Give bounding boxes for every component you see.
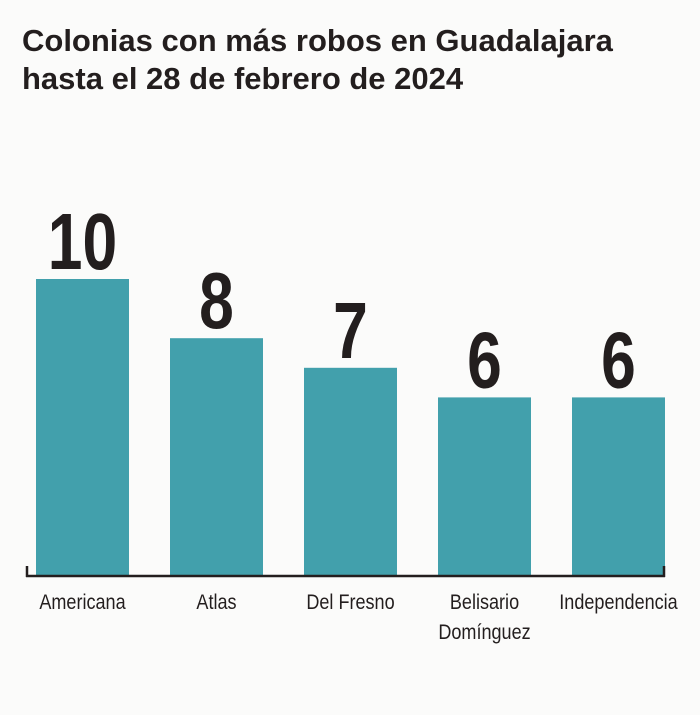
chart-title-line-2: hasta el 28 de febrero de 2024 [22,61,464,96]
bar-0 [36,279,129,575]
bar-4 [572,397,665,575]
bar-1 [170,338,263,575]
value-label-4: 6 [601,316,636,405]
value-label-2: 7 [333,286,368,375]
value-label-1: 8 [199,257,234,346]
value-label-0: 10 [48,198,117,287]
value-label-3: 6 [467,316,502,405]
category-label-2: Del Fresno [306,591,394,615]
category-label-4: Independencia [559,591,678,615]
bar-2 [304,367,397,575]
category-label-0: Americana [39,591,125,615]
bar-3 [438,397,531,575]
category-label-1: Atlas [196,591,236,615]
chart-title-line-1: Colonias con más robos en Guadalajara [22,23,613,58]
category-label-3: Belisario Domínguez [438,591,530,645]
chart-title: Colonias con más robos en Guadalajara ha… [22,22,613,98]
